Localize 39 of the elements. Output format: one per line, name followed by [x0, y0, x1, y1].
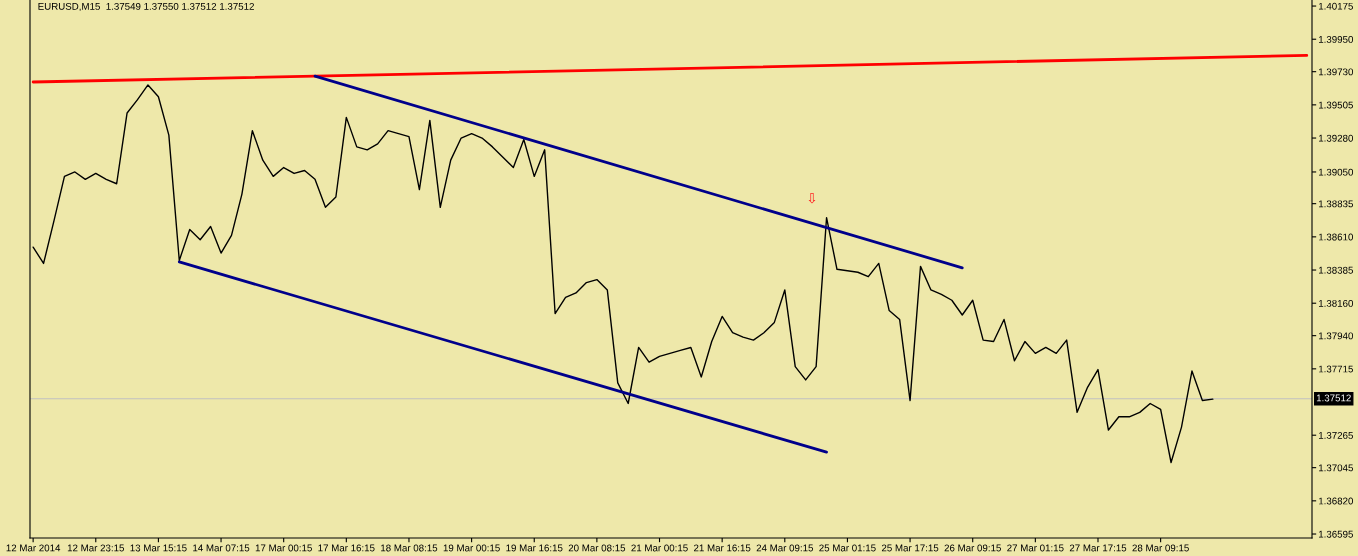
- line-series: [32, 84, 1214, 464]
- x-tick-label: 27 Mar 01:15: [1007, 544, 1064, 552]
- x-tick-label: 19 Mar 16:15: [506, 544, 563, 552]
- y-tick-label: 1.36595: [1318, 530, 1353, 538]
- x-tick-label: 27 Mar 17:15: [1069, 544, 1127, 552]
- y-tick-label: 1.37715: [1318, 365, 1353, 373]
- x-tick-label: 12 Mar 2014: [6, 544, 61, 552]
- x-tick-label: 14 Mar 07:15: [193, 544, 250, 552]
- x-tick-label: 21 Mar 16:15: [694, 544, 751, 552]
- y-tick-label: 1.37045: [1318, 464, 1353, 472]
- y-tick-label: 1.39280: [1318, 134, 1354, 142]
- ref-line-label: 1.37512: [1316, 394, 1351, 402]
- x-tick-label: 19 Mar 00:15: [443, 544, 500, 552]
- y-tick-label: 1.39950: [1318, 35, 1354, 43]
- y-tick-label: 1.39505: [1318, 101, 1353, 109]
- x-tick-label: 12 Mar 23:15: [67, 544, 125, 552]
- x-tick-label: 28 Mar 09:15: [1132, 544, 1189, 552]
- x-tick-label: 25 Mar 01:15: [819, 544, 876, 552]
- y-tick-label: 1.39050: [1318, 168, 1354, 176]
- y-tick-label: 1.37265: [1318, 431, 1353, 439]
- y-tick-label: 1.36820: [1318, 497, 1354, 505]
- y-tick-label: 1.39730: [1318, 68, 1354, 76]
- x-tick-label: 20 Mar 08:15: [568, 544, 626, 552]
- x-tick-label: 18 Mar 08:15: [381, 544, 438, 552]
- annotation: ⇩: [808, 192, 816, 204]
- y-tick-label: 1.37940: [1318, 332, 1354, 340]
- y-tick-label: 1.38385: [1318, 266, 1353, 274]
- x-tick-label: 17 Mar 16:15: [318, 544, 375, 552]
- chart-title: EURUSD,M15 1.37549 1.37550 1.37512 1.37512: [38, 2, 254, 11]
- y-tick-label: 1.38160: [1318, 299, 1354, 307]
- x-tick-label: 24 Mar 09:15: [756, 544, 814, 552]
- x-tick-label: 17 Mar 00:15: [255, 544, 312, 552]
- y-tick-label: 1.38610: [1318, 233, 1354, 241]
- y-tick-label: 1.38835: [1318, 200, 1353, 208]
- y-tick-label: 1.40175: [1318, 2, 1353, 10]
- x-tick-label: 21 Mar 00:15: [631, 544, 688, 552]
- x-tick-label: 13 Mar 15:15: [130, 544, 187, 552]
- x-tick-label: 26 Mar 09:15: [944, 544, 1001, 552]
- x-tick-label: 25 Mar 17:15: [881, 544, 939, 552]
